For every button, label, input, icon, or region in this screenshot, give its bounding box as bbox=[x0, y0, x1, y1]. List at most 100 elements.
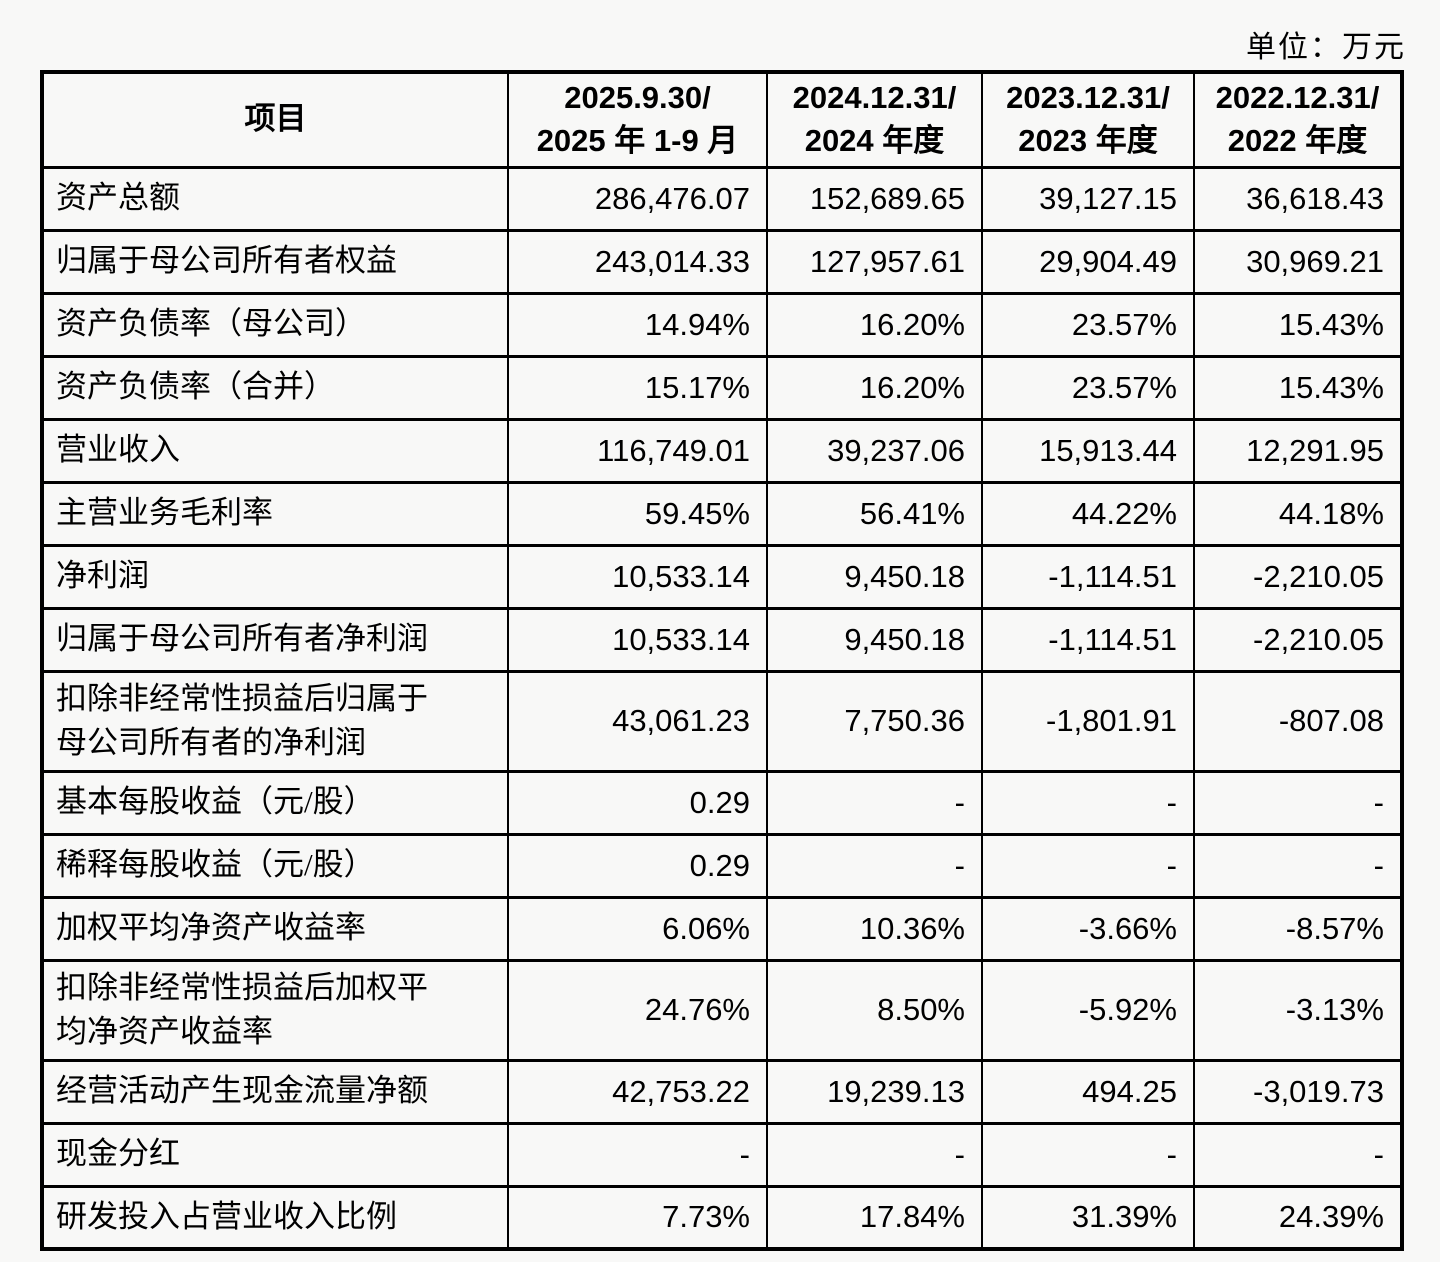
cell-value: 15.43% bbox=[1193, 291, 1403, 358]
cell-value: - bbox=[981, 1121, 1195, 1188]
unit-label: 单位：万元 bbox=[1246, 31, 1406, 64]
table-row: 资产负债率（合并） 15.17% 16.20% 23.57% 15.43% bbox=[41, 354, 1403, 421]
cell-value: 286,476.07 bbox=[507, 165, 768, 232]
cell-value: -1,114.51 bbox=[981, 543, 1195, 610]
cell-value: - bbox=[766, 1121, 983, 1188]
table-row: 归属于母公司所有者权益 243,014.33 127,957.61 29,904.49… bbox=[41, 228, 1403, 295]
cell-value: 16.20% bbox=[766, 354, 983, 421]
cell-value: - bbox=[981, 769, 1195, 836]
table-row: 研发投入占营业收入比例 7.73% 17.84% 31.39% 24.39% bbox=[41, 1184, 1403, 1251]
row-label: 现金分红 bbox=[41, 1121, 509, 1188]
cell-value: 17.84% bbox=[766, 1184, 983, 1251]
table-row: 资产负债率（母公司） 14.94% 16.20% 23.57% 15.43% bbox=[41, 291, 1403, 358]
header-cell-period-2022: 2022.12.31/ 2022 年度 bbox=[1193, 70, 1403, 169]
table-body: 资产总额 286,476.07 152,689.65 39,127.15 36,618.… bbox=[41, 165, 1403, 1251]
cell-value: 0.29 bbox=[507, 832, 768, 899]
cell-value: -1,801.91 bbox=[981, 669, 1195, 773]
cell-value: 23.57% bbox=[981, 291, 1195, 358]
table-row: 现金分红 - - - - bbox=[41, 1121, 1403, 1188]
table-row: 经营活动产生现金流量净额 42,753.22 19,239.13 494.25 -3,0… bbox=[41, 1058, 1403, 1125]
cell-value: 10.36% bbox=[766, 895, 983, 962]
row-label: 扣除非经常性损益后加权平 均净资产收益率 bbox=[41, 958, 509, 1062]
header-cell-period-2024: 2024.12.31/ 2024 年度 bbox=[766, 70, 983, 169]
row-label: 资产负债率（合并） bbox=[41, 354, 509, 421]
cell-value: - bbox=[1193, 769, 1403, 836]
cell-value: -5.92% bbox=[981, 958, 1195, 1062]
cell-value: 44.22% bbox=[981, 480, 1195, 547]
cell-value: -3.66% bbox=[981, 895, 1195, 962]
cell-value: 116,749.01 bbox=[507, 417, 768, 484]
cell-value: - bbox=[1193, 832, 1403, 899]
cell-value: 10,533.14 bbox=[507, 606, 768, 673]
cell-value: 30,969.21 bbox=[1193, 228, 1403, 295]
cell-value: 6.06% bbox=[507, 895, 768, 962]
header-row: 项目 2025.9.30/ 2025 年 1-9 月 2024.12.31/ 2… bbox=[41, 70, 1403, 169]
cell-value: - bbox=[1193, 1121, 1403, 1188]
cell-value: 12,291.95 bbox=[1193, 417, 1403, 484]
cell-value: 14.94% bbox=[507, 291, 768, 358]
cell-value: 127,957.61 bbox=[766, 228, 983, 295]
cell-value: -8.57% bbox=[1193, 895, 1403, 962]
cell-value: 43,061.23 bbox=[507, 669, 768, 773]
table-row: 净利润 10,533.14 9,450.18 -1,114.51 -2,210.05 bbox=[41, 543, 1403, 610]
header-cell-period-2023: 2023.12.31/ 2023 年度 bbox=[981, 70, 1195, 169]
cell-value: 15.17% bbox=[507, 354, 768, 421]
table-row: 营业收入 116,749.01 39,237.06 15,913.44 12,291.9… bbox=[41, 417, 1403, 484]
cell-value: 39,237.06 bbox=[766, 417, 983, 484]
row-label: 资产总额 bbox=[41, 165, 509, 232]
cell-value: - bbox=[507, 1121, 768, 1188]
cell-value: -3,019.73 bbox=[1193, 1058, 1403, 1125]
cell-value: 29,904.49 bbox=[981, 228, 1195, 295]
row-label: 归属于母公司所有者权益 bbox=[41, 228, 509, 295]
table-row: 扣除非经常性损益后加权平 均净资产收益率 24.76% 8.50% -5.92% -3.… bbox=[41, 958, 1403, 1062]
cell-value: 56.41% bbox=[766, 480, 983, 547]
cell-value: -807.08 bbox=[1193, 669, 1403, 773]
cell-value: 19,239.13 bbox=[766, 1058, 983, 1125]
cell-value: 7,750.36 bbox=[766, 669, 983, 773]
cell-value: 152,689.65 bbox=[766, 165, 983, 232]
cell-value: 39,127.15 bbox=[981, 165, 1195, 232]
cell-value: 44.18% bbox=[1193, 480, 1403, 547]
cell-value: 494.25 bbox=[981, 1058, 1195, 1125]
cell-value: 31.39% bbox=[981, 1184, 1195, 1251]
cell-value: 7.73% bbox=[507, 1184, 768, 1251]
cell-value: - bbox=[766, 769, 983, 836]
row-label: 净利润 bbox=[41, 543, 509, 610]
cell-value: -1,114.51 bbox=[981, 606, 1195, 673]
header-cell-period-2025: 2025.9.30/ 2025 年 1-9 月 bbox=[507, 70, 768, 169]
row-label: 营业收入 bbox=[41, 417, 509, 484]
row-label: 归属于母公司所有者净利润 bbox=[41, 606, 509, 673]
cell-value: 59.45% bbox=[507, 480, 768, 547]
header-cell-item: 项目 bbox=[41, 70, 509, 169]
cell-value: 15.43% bbox=[1193, 354, 1403, 421]
row-label: 资产负债率（母公司） bbox=[41, 291, 509, 358]
cell-value: 0.29 bbox=[507, 769, 768, 836]
cell-value: 24.39% bbox=[1193, 1184, 1403, 1251]
table-row: 资产总额 286,476.07 152,689.65 39,127.15 36,618.… bbox=[41, 165, 1403, 232]
table-row: 加权平均净资产收益率 6.06% 10.36% -3.66% -8.57% bbox=[41, 895, 1403, 962]
table-row: 扣除非经常性损益后归属于 母公司所有者的净利润 43,061.23 7,750.36… bbox=[41, 669, 1403, 773]
table-row: 基本每股收益（元/股） 0.29- - - bbox=[41, 769, 1403, 836]
cell-value: 42,753.22 bbox=[507, 1058, 768, 1125]
cell-value: 16.20% bbox=[766, 291, 983, 358]
cell-value: 9,450.18 bbox=[766, 543, 983, 610]
cell-value: - bbox=[981, 832, 1195, 899]
cell-value: -2,210.05 bbox=[1193, 606, 1403, 673]
row-label: 稀释每股收益（元/股） bbox=[41, 832, 509, 899]
table-row: 主营业务毛利率 59.45% 56.41% 44.22% 44.18% bbox=[41, 480, 1403, 547]
table-row: 稀释每股收益（元/股） 0.29- - - bbox=[41, 832, 1403, 899]
table-header: 项目 2025.9.30/ 2025 年 1-9 月 2024.12.31/ 2… bbox=[41, 70, 1403, 169]
cell-value: 9,450.18 bbox=[766, 606, 983, 673]
cell-value: 24.76% bbox=[507, 958, 768, 1062]
cell-value: 15,913.44 bbox=[981, 417, 1195, 484]
row-label: 基本每股收益（元/股） bbox=[41, 769, 509, 836]
cell-value: -2,210.05 bbox=[1193, 543, 1403, 610]
cell-value: 10,533.14 bbox=[507, 543, 768, 610]
row-label: 主营业务毛利率 bbox=[41, 480, 509, 547]
cell-value: 36,618.43 bbox=[1193, 165, 1403, 232]
cell-value: -3.13% bbox=[1193, 958, 1403, 1062]
financial-summary-table: 项目 2025.9.30/ 2025 年 1-9 月 2024.12.31/ 2… bbox=[40, 70, 1404, 1251]
row-label: 加权平均净资产收益率 bbox=[41, 895, 509, 962]
row-label: 研发投入占营业收入比例 bbox=[41, 1184, 509, 1251]
row-label: 经营活动产生现金流量净额 bbox=[41, 1058, 509, 1125]
